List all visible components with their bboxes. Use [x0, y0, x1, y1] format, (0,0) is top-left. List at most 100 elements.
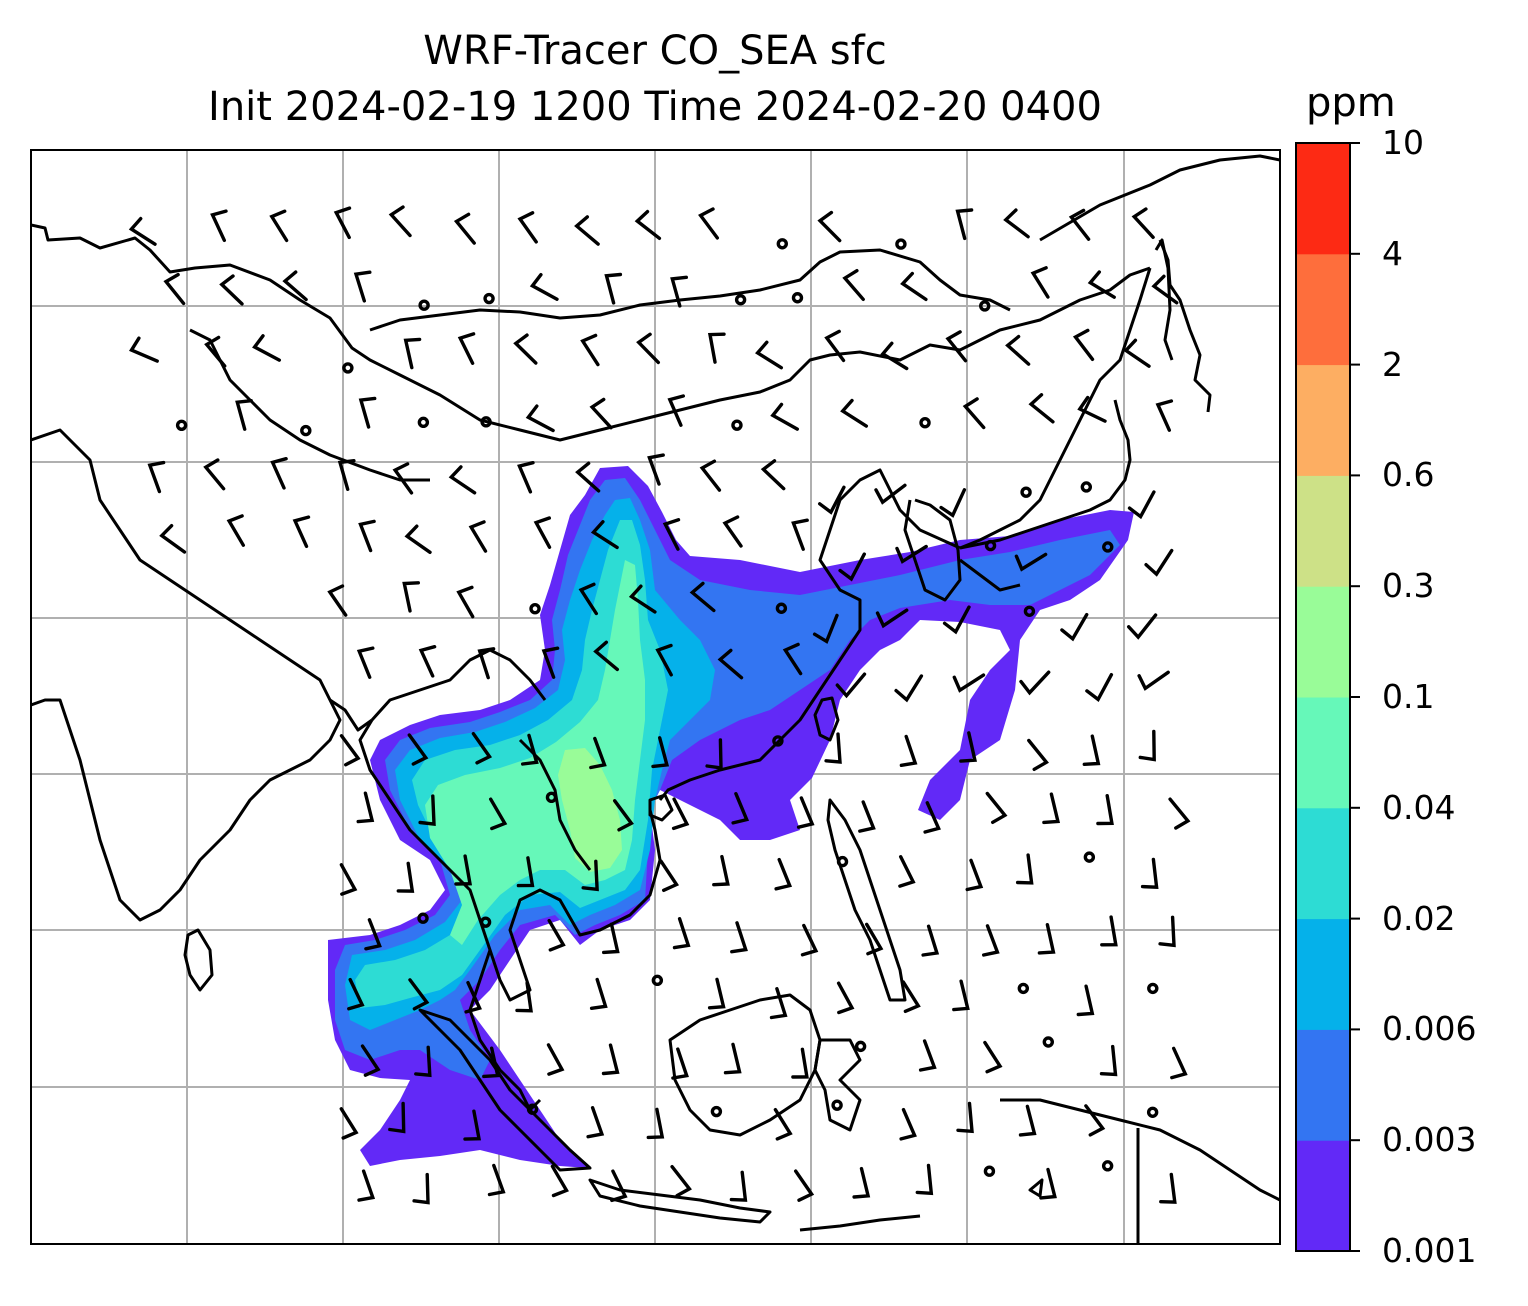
wind-barb: [1168, 797, 1191, 830]
calm-wind-marker: [979, 300, 991, 312]
wind-barb: [219, 274, 244, 306]
co-tracer-field: [328, 466, 1134, 1168]
wind-barb: [404, 524, 432, 554]
wind-barb: [670, 275, 688, 308]
wind-barb: [464, 981, 482, 1014]
wind-barb: [636, 332, 660, 365]
colorbar-band: [1296, 1029, 1350, 1141]
wind-barb: [252, 334, 281, 362]
wind-barb: [952, 673, 986, 693]
wind-barb: [235, 399, 253, 431]
wind-barb: [1072, 328, 1095, 361]
wind-barb: [1155, 399, 1174, 432]
wind-barb: [901, 980, 921, 1013]
wind-barb: [1087, 270, 1116, 299]
wind-barb: [1099, 1044, 1118, 1077]
wind-barb: [942, 605, 971, 635]
japan-kyushu: [959, 558, 1021, 592]
wind-barb: [517, 211, 538, 244]
wind-barb: [575, 461, 601, 493]
wind-barb: [327, 584, 348, 617]
wind-barb: [962, 397, 986, 430]
colorbar-tick-label: 0.04: [1382, 787, 1456, 827]
wind-barb: [515, 981, 533, 1013]
colorbar-tick-label: 4: [1382, 233, 1403, 273]
wind-barb: [707, 332, 726, 364]
wind-barb: [1076, 984, 1095, 1017]
wind-barb: [1060, 612, 1089, 642]
calm-wind-marker: [545, 791, 558, 804]
wind-barb: [517, 461, 535, 494]
wind-barb: [956, 1101, 974, 1134]
calm-wind-marker: [983, 1165, 996, 1177]
wind-barb: [580, 333, 600, 367]
map-title-line1: WRF-Tracer CO_SEA sfc: [423, 28, 887, 74]
wind-barb: [838, 552, 866, 582]
wind-barb: [392, 462, 414, 495]
wind-barb: [791, 1047, 809, 1079]
wind-barb: [357, 1169, 376, 1202]
calm-wind-marker: [483, 292, 495, 305]
colorbar-tick-label: 0.02: [1382, 898, 1456, 938]
wind-barb: [203, 458, 226, 491]
wind-barb: [339, 1107, 359, 1140]
calm-wind-marker: [1083, 851, 1096, 863]
wind-barb: [773, 1108, 793, 1141]
wind-barb: [1030, 266, 1050, 299]
wind-barb: [923, 801, 941, 834]
wind-barb: [1140, 857, 1159, 889]
colorbar-tick-label: 0.6: [1382, 455, 1435, 495]
wind-barb: [1137, 670, 1170, 691]
wind-barb: [353, 270, 372, 303]
wind-barb: [1131, 207, 1155, 239]
wind-barb: [388, 205, 412, 238]
wind-barb: [226, 514, 245, 547]
wind-barb: [842, 269, 865, 301]
wind-barb: [899, 1108, 917, 1141]
wind-barb: [698, 207, 719, 240]
colorbar-band: [1296, 807, 1350, 920]
japan-honshu: [959, 399, 1132, 550]
wind-barb: [589, 736, 607, 770]
wind-barb: [874, 483, 907, 505]
wind-barb: [1003, 208, 1030, 239]
calm-wind-marker: [175, 419, 188, 431]
wind-barb: [730, 921, 748, 954]
wind-barb: [602, 922, 620, 955]
calm-wind-marker: [651, 974, 664, 987]
wind-barb: [983, 1040, 1003, 1074]
wind-barb: [610, 1169, 628, 1203]
wind-barb: [574, 215, 600, 246]
coastlines: [31, 154, 1280, 1244]
wind-barb: [1127, 490, 1156, 520]
calm-wind-marker: [1080, 481, 1093, 493]
wind-barb: [982, 924, 1000, 957]
wind-barb: [356, 646, 375, 679]
china-east-coast: [658, 468, 961, 801]
calm-wind-marker: [529, 603, 541, 615]
wind-barb: [689, 581, 716, 613]
calm-wind-marker: [480, 416, 492, 428]
wind-barb: [817, 210, 842, 243]
tracer-level-0001: [328, 466, 1134, 1168]
calm-wind-marker: [1101, 1160, 1114, 1172]
wind-barb: [601, 1043, 620, 1076]
wind-barb: [900, 271, 928, 302]
wind-barb: [147, 460, 166, 494]
wind-barb: [1138, 729, 1156, 762]
amur-coast: [959, 267, 1152, 550]
wind-barb: [204, 335, 227, 368]
wind-barb: [337, 459, 356, 491]
sri-lanka: [183, 928, 214, 992]
tracer-level-01: [558, 748, 622, 872]
wind-barb: [358, 396, 377, 429]
wind-barb: [634, 209, 662, 240]
colorbar-ticks: [1350, 142, 1360, 1252]
wind-barb: [453, 212, 476, 245]
wind-barb: [581, 859, 599, 892]
wind-barb: [418, 794, 436, 827]
wind-barb: [516, 856, 535, 888]
wind-barb: [852, 1166, 871, 1199]
wind-barb: [670, 1165, 692, 1198]
wind-barb: [712, 854, 730, 887]
